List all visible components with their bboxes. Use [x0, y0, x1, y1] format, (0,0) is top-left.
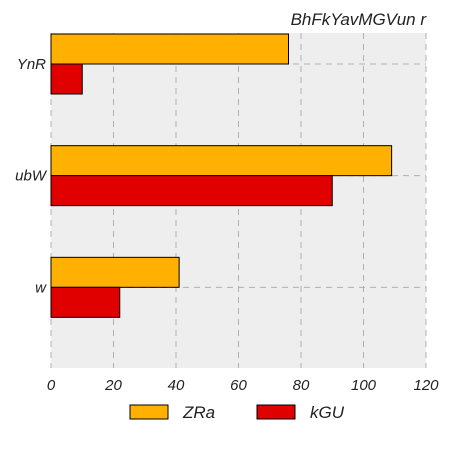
- legend-label-kGU: kGU: [310, 403, 345, 422]
- x-axis-ticks: 0 20 40 60 80 100 120: [47, 377, 439, 394]
- bar-kGU-ubW: [50, 175, 333, 207]
- chart-title: BhFkYavMGVun r: [291, 10, 428, 29]
- y-tick-label: w: [35, 279, 47, 296]
- bar-kGU-YnR: [50, 63, 83, 95]
- x-tick-label: 40: [168, 377, 185, 394]
- x-tick-label: 60: [230, 377, 247, 394]
- bars: [50, 33, 393, 318]
- x-tick-label: 80: [293, 377, 310, 394]
- y-tick-label: ubW: [15, 168, 48, 185]
- legend-swatch-kGU: [256, 404, 296, 420]
- legend: ZRa kGU: [129, 403, 345, 422]
- x-tick-label: 120: [413, 377, 439, 394]
- legend-label-ZRa: ZRa: [182, 403, 215, 422]
- x-tick-label: 20: [104, 377, 122, 394]
- bar-ZRa-YnR: [50, 33, 289, 65]
- legend-swatch-ZRa: [129, 404, 169, 420]
- x-tick-label: 100: [351, 377, 377, 394]
- y-tick-label: YnR: [17, 56, 46, 73]
- bar-ZRa-w: [50, 256, 180, 288]
- bar-ZRa-ubW: [50, 145, 393, 177]
- bar-kGU-w: [50, 286, 121, 318]
- x-tick-label: 0: [47, 377, 56, 394]
- y-axis-ticks: YnR ubW w: [15, 56, 48, 296]
